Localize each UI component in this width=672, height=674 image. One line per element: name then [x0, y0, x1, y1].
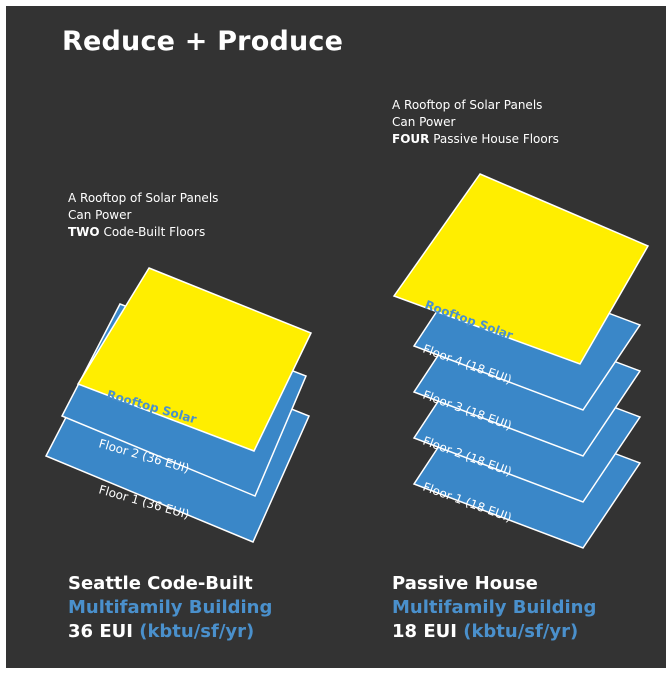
code-built-solar-panel [76, 267, 313, 452]
passive-house-stack: Floor 1 (18 EUI) Floor 2 (18 EUI) Floor … [392, 173, 650, 549]
code-built-eui-unit: (kbtu/sf/yr) [139, 621, 255, 642]
code-built-caption: A Rooftop of Solar Panels Can Power TWO … [68, 190, 218, 241]
passive-house-caption-emphasis: FOUR [392, 132, 430, 146]
passive-house-eui-value: 18 EUI [392, 621, 457, 642]
passive-house-eui-unit: (kbtu/sf/yr) [463, 621, 579, 642]
passive-house-caption-line2: Can Power [392, 115, 456, 129]
code-built-caption-emphasis: TWO [68, 225, 100, 239]
code-built-caption-line1: A Rooftop of Solar Panels [68, 191, 219, 205]
code-built-footer: Seattle Code-Built Multifamily Building … [68, 572, 272, 644]
passive-house-footer-subtitle: Multifamily Building [392, 597, 597, 618]
passive-house-footer-title: Passive House [392, 573, 538, 594]
diagram-canvas: Reduce + Produce A Rooftop of Solar Pane… [6, 6, 666, 668]
passive-house-caption-line1: A Rooftop of Solar Panels [392, 98, 543, 112]
passive-house-solar-panel [392, 173, 650, 365]
code-built-caption-line3: TWO Code-Built Floors [68, 224, 218, 241]
code-built-caption-line2: Can Power [68, 208, 132, 222]
code-built-footer-subtitle: Multifamily Building [68, 597, 273, 618]
passive-house-footer: Passive House Multifamily Building 18 EU… [392, 572, 596, 644]
passive-house-caption-line3: FOUR Passive House Floors [392, 131, 559, 148]
passive-house-caption: A Rooftop of Solar Panels Can Power FOUR… [392, 97, 559, 148]
passive-house-footer-eui: 18 EUI (kbtu/sf/yr) [392, 620, 596, 644]
passive-house-caption-rest: Passive House Floors [429, 132, 559, 146]
code-built-caption-rest: Code-Built Floors [99, 225, 206, 239]
code-built-eui-value: 36 EUI [68, 621, 133, 642]
code-built-footer-title: Seattle Code-Built [68, 573, 253, 594]
code-built-footer-eui: 36 EUI (kbtu/sf/yr) [68, 620, 272, 644]
page-title: Reduce + Produce [62, 26, 344, 57]
code-built-stack: Floor 1 (36 EUI) Floor 2 (36 EUI) Roofto… [44, 267, 313, 543]
